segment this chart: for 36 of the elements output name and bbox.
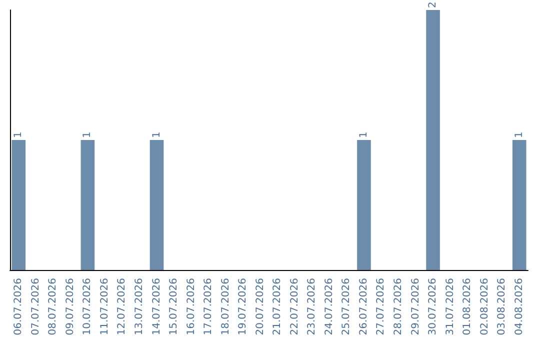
x-tick-label: 07.07.2026 [30, 278, 42, 336]
x-tick-label: 08.07.2026 [48, 278, 59, 336]
x-tick-label: 10.07.2026 [82, 278, 94, 336]
x-tick-label: 30.07.2026 [428, 278, 439, 336]
x-tick-label: 06.07.2026 [13, 278, 24, 336]
x-tick-label: 25.07.2026 [341, 278, 352, 336]
x-tick-label: 09.07.2026 [64, 278, 76, 336]
x-tick-label: 02.08.2026 [479, 278, 490, 336]
x-tick-label: 14.07.2026 [151, 278, 162, 336]
x-tick-label: 15.07.2026 [168, 278, 180, 336]
x-tick-label: 17.07.2026 [203, 278, 214, 336]
x-tick-label: 19.07.2026 [238, 278, 249, 336]
x-tick-label: 29.07.2026 [410, 278, 422, 336]
data-label: 1 [358, 132, 370, 138]
data-label: 1 [13, 132, 24, 138]
x-tick-label: 13.07.2026 [134, 278, 145, 336]
data-label: 1 [151, 132, 162, 138]
x-tick-label: 26.07.2026 [358, 278, 370, 336]
x-tick-label: 21.07.2026 [272, 278, 284, 336]
x-tick-label: 03.08.2026 [496, 278, 508, 336]
x-tick-label: 31.07.2026 [444, 278, 456, 336]
x-tick-label: 20.07.2026 [254, 278, 266, 336]
data-label: 1 [82, 132, 94, 138]
x-tick-label: 27.07.2026 [376, 278, 387, 336]
x-tick-label: 12.07.2026 [116, 278, 128, 336]
x-tick-label: 28.07.2026 [393, 278, 404, 336]
x-tick-label: 11.07.2026 [99, 278, 110, 336]
x-tick-label: 04.08.2026 [514, 278, 525, 336]
x-tick-label: 24.07.2026 [324, 278, 335, 336]
data-label: 2 [428, 2, 439, 8]
x-tick-label: 18.07.2026 [220, 278, 232, 336]
x-tick-label: 16.07.2026 [186, 278, 197, 336]
x-tick-label: 01.08.2026 [462, 278, 474, 336]
x-tick-label: 22.07.2026 [289, 278, 300, 336]
data-label: 1 [514, 132, 525, 138]
x-tick-label: 23.07.2026 [306, 278, 318, 336]
